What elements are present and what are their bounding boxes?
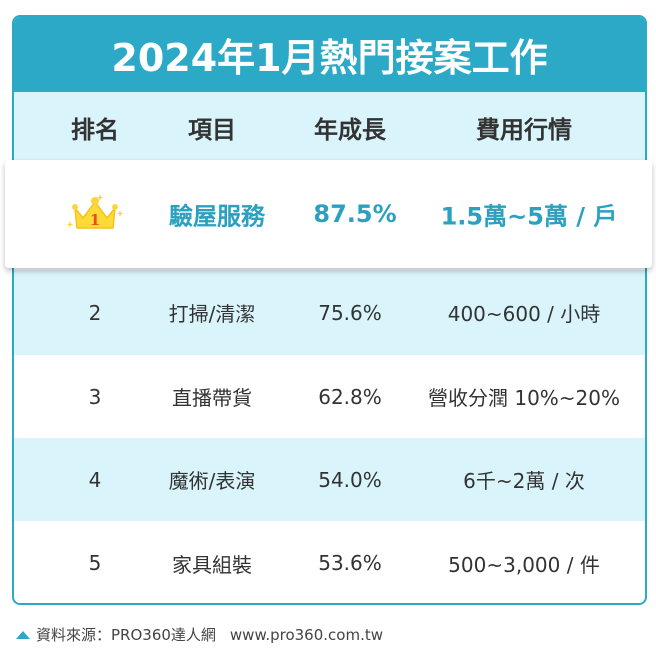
- price: 營收分潤 10%~20%: [427, 386, 621, 410]
- table-row: 5 家具組裝 53.6% 500~3,000 / 件: [14, 521, 645, 603]
- table-header: 排名 項目 年成長 費用行情: [14, 92, 645, 162]
- price: 6千~2萬 / 次: [463, 469, 585, 493]
- price: 400~600 / 小時: [447, 302, 601, 326]
- rank: 3: [88, 384, 102, 409]
- growth: 87.5%: [313, 200, 397, 228]
- growth: 53.6%: [318, 551, 382, 575]
- header-rank: 排名: [71, 115, 119, 144]
- source-url: www.pro360.com.tw: [229, 625, 383, 644]
- item: 魔術/表演: [168, 469, 256, 493]
- table-row: 3 直播帶貨 62.8% 營收分潤 10%~20%: [14, 355, 645, 438]
- item: 直播帶貨: [172, 386, 252, 410]
- table-row: 4 魔術/表演 54.0% 6千~2萬 / 次: [14, 438, 645, 521]
- item: 驗屋服務: [169, 202, 265, 231]
- item: 打掃/清潔: [168, 302, 256, 326]
- price: 500~3,000 / 件: [448, 552, 600, 577]
- crown-icon: 1: [67, 194, 123, 234]
- growth: 54.0%: [318, 467, 382, 492]
- table-row: 2 打掃/清潔 75.6% 400~600 / 小時: [14, 270, 645, 355]
- top-ranked-row: 1 驗屋服務 87.5% 1.5萬~5萬 / 戶: [5, 160, 652, 268]
- price: 1.5萬~5萬 / 戶: [440, 202, 618, 231]
- growth: 75.6%: [318, 300, 382, 325]
- header-price: 費用行情: [476, 115, 572, 144]
- source-text: 資料來源：PRO360達人網: [36, 626, 216, 644]
- ranking-table: 2024年1月熱門接案工作 排名 項目 年成長 費用行情 2 打掃/清潔 75.…: [12, 15, 647, 605]
- page-title: 2024年1月熱門接案工作: [14, 17, 645, 92]
- rank: 2: [88, 300, 102, 325]
- item: 家具組裝: [172, 552, 252, 577]
- rank: 1: [90, 211, 100, 229]
- triangle-icon: [16, 630, 30, 639]
- rank: 5: [88, 551, 102, 575]
- rank: 4: [88, 467, 102, 492]
- source-footer: 資料來源：PRO360達人網 www.pro360.com.tw: [16, 624, 383, 645]
- header-growth: 年成長: [314, 115, 386, 144]
- growth: 62.8%: [318, 384, 382, 409]
- header-item: 項目: [188, 115, 236, 144]
